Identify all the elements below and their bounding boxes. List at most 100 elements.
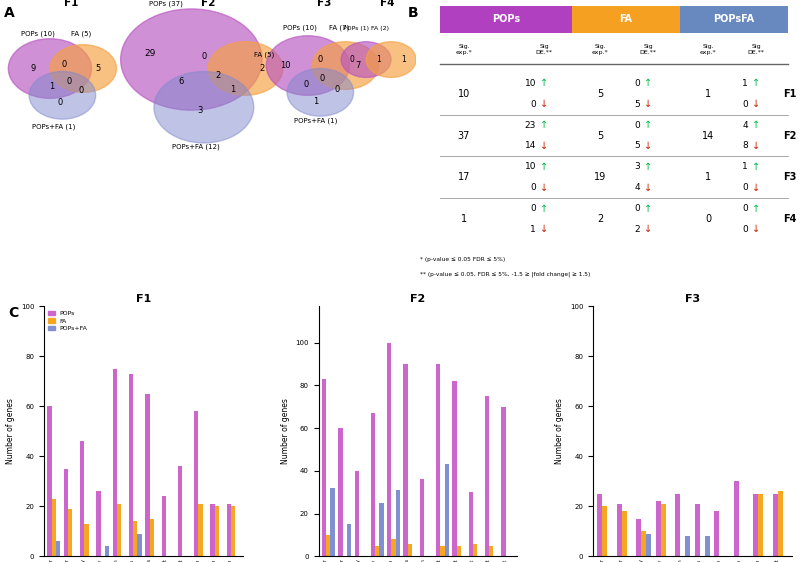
Text: F2: F2 [782, 130, 796, 140]
Circle shape [341, 42, 391, 78]
Text: 1: 1 [401, 55, 406, 64]
Circle shape [154, 71, 254, 143]
Text: FA (5): FA (5) [70, 31, 91, 37]
Bar [485, 396, 490, 556]
Title: F1: F1 [136, 294, 151, 304]
Bar [734, 481, 738, 556]
Text: F3: F3 [782, 172, 796, 182]
Text: 0: 0 [634, 121, 640, 130]
Text: POPs+FA (12): POPs+FA (12) [172, 144, 219, 151]
Bar [656, 501, 661, 556]
Text: 0: 0 [742, 99, 748, 109]
Text: POPs+FA (1): POPs+FA (1) [294, 117, 338, 124]
Bar [597, 494, 602, 556]
Text: FA (5): FA (5) [254, 52, 274, 58]
Bar [105, 546, 109, 556]
Text: 3: 3 [197, 106, 202, 115]
Text: 0: 0 [318, 55, 323, 64]
Bar [330, 488, 334, 556]
Bar [150, 519, 154, 556]
Text: 5: 5 [95, 64, 100, 73]
Text: ↑: ↑ [752, 79, 760, 88]
Text: 37: 37 [458, 130, 470, 140]
Bar [198, 504, 202, 556]
FancyBboxPatch shape [572, 6, 680, 33]
Bar [194, 411, 198, 556]
Bar [56, 541, 60, 556]
Text: 1: 1 [461, 214, 467, 224]
Text: 0: 0 [742, 204, 748, 213]
Text: Sig.
exp.*: Sig. exp.* [592, 44, 608, 55]
Text: 6: 6 [178, 78, 184, 87]
Text: ↓: ↓ [752, 183, 760, 193]
Text: Sig
DE.**: Sig DE.** [639, 44, 657, 55]
Text: 0: 0 [742, 183, 748, 192]
Text: Sig
DE.**: Sig DE.** [747, 44, 765, 55]
Text: F3: F3 [318, 0, 332, 8]
Text: FA (7): FA (7) [329, 25, 349, 31]
Text: 3: 3 [634, 162, 640, 171]
Text: ↓: ↓ [540, 224, 548, 234]
Text: 0: 0 [634, 204, 640, 213]
Circle shape [208, 42, 283, 96]
Text: ↑: ↑ [540, 79, 548, 88]
Text: ↓: ↓ [752, 224, 760, 234]
Text: 0: 0 [634, 79, 640, 88]
Text: Sig.
exp.*: Sig. exp.* [456, 44, 472, 55]
Circle shape [266, 36, 350, 96]
Bar [420, 479, 424, 556]
Bar [694, 504, 700, 556]
FancyBboxPatch shape [440, 6, 572, 33]
Text: 0: 0 [530, 204, 536, 213]
Bar [436, 364, 440, 556]
Text: POPsFA: POPsFA [714, 15, 754, 24]
Text: C: C [8, 306, 18, 320]
Bar [778, 491, 783, 556]
Bar [129, 374, 133, 556]
Text: 0: 0 [742, 225, 748, 234]
Bar [408, 543, 412, 556]
Text: ↓: ↓ [752, 141, 760, 151]
Bar [403, 364, 408, 556]
Bar [445, 464, 449, 556]
Bar [379, 503, 383, 556]
Y-axis label: Number of genes: Number of genes [6, 398, 15, 464]
Title: F3: F3 [685, 294, 700, 304]
Text: 8: 8 [742, 142, 748, 151]
Bar [133, 522, 138, 556]
Text: 5: 5 [597, 89, 603, 99]
Y-axis label: Number of genes: Number of genes [281, 398, 290, 464]
Bar [705, 536, 710, 556]
Text: ↓: ↓ [540, 141, 548, 151]
Bar [457, 546, 461, 556]
Text: 1: 1 [742, 162, 748, 171]
Text: 23: 23 [525, 121, 536, 130]
Text: 1: 1 [314, 97, 318, 106]
Text: F1: F1 [782, 89, 796, 99]
Text: 0: 0 [58, 98, 63, 107]
Text: 7: 7 [355, 61, 361, 70]
Text: 5: 5 [634, 142, 640, 151]
Bar [47, 406, 52, 556]
Bar [714, 511, 719, 556]
Text: 1: 1 [705, 172, 711, 182]
Text: F2: F2 [201, 0, 215, 8]
Bar [231, 506, 235, 556]
Bar [686, 536, 690, 556]
Text: 0: 0 [303, 80, 308, 89]
Text: 4: 4 [634, 183, 640, 192]
Bar [469, 492, 473, 556]
Text: 0: 0 [349, 55, 354, 64]
Bar [773, 494, 778, 556]
Text: 1: 1 [50, 82, 54, 91]
Text: 9: 9 [30, 64, 36, 73]
Text: 0: 0 [530, 99, 536, 109]
Text: 0: 0 [334, 85, 339, 94]
Bar [675, 494, 680, 556]
Text: POPs (1) FA (2): POPs (1) FA (2) [343, 26, 389, 31]
Text: 10: 10 [525, 79, 536, 88]
Circle shape [50, 45, 117, 92]
Text: POPs+FA (1): POPs+FA (1) [32, 123, 76, 130]
Text: Sig
DE.**: Sig DE.** [535, 44, 553, 55]
Text: ↑: ↑ [644, 203, 652, 214]
